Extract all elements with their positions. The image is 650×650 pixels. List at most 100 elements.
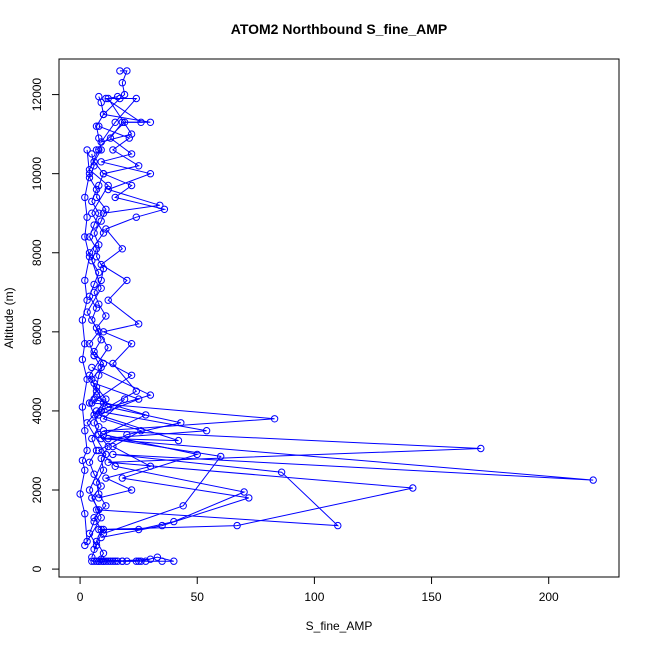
data-point	[111, 462, 119, 470]
data-point	[158, 521, 166, 530]
data-point	[97, 482, 105, 490]
data-point	[90, 419, 98, 427]
data-point	[83, 296, 91, 304]
data-point	[104, 181, 112, 190]
x-tick-label: 200	[539, 590, 559, 604]
data-point	[83, 213, 91, 221]
data-point	[95, 557, 103, 565]
data-point	[99, 525, 108, 534]
data-point	[409, 484, 417, 492]
data-point	[99, 110, 108, 119]
data-point	[127, 181, 136, 190]
data-point	[123, 67, 131, 75]
data-point	[92, 253, 101, 261]
y-tick-label: 10000	[30, 157, 44, 191]
data-point	[97, 138, 105, 146]
data-point	[156, 201, 164, 210]
data-point	[83, 537, 91, 546]
data-point	[217, 452, 225, 461]
data-point	[146, 555, 155, 563]
data-point	[92, 146, 101, 154]
data-point	[116, 67, 124, 75]
data-point	[76, 490, 84, 498]
data-point	[177, 419, 185, 427]
data-point	[137, 557, 145, 565]
data-point	[99, 427, 108, 435]
data-point	[174, 436, 183, 445]
data-point	[104, 185, 112, 194]
data-point	[85, 253, 94, 261]
data-point	[81, 510, 89, 518]
data-point	[90, 221, 98, 229]
data-point	[127, 486, 136, 494]
data-point	[116, 94, 124, 103]
data-point	[99, 399, 108, 407]
data-point	[90, 557, 98, 565]
data-point	[88, 399, 96, 407]
data-point	[85, 166, 94, 174]
data-point	[92, 541, 101, 550]
data-point	[102, 94, 110, 103]
data-point	[88, 553, 96, 561]
data-point	[95, 490, 103, 498]
data-point	[104, 403, 112, 411]
data-point	[245, 494, 253, 502]
data-point	[92, 506, 101, 514]
data-point	[137, 118, 145, 127]
data-point	[95, 209, 103, 217]
data-point	[123, 276, 131, 285]
data-point	[97, 336, 105, 344]
data-point	[81, 466, 89, 474]
data-point	[104, 434, 112, 443]
data-point	[90, 351, 98, 360]
data-point	[85, 458, 94, 466]
data-point	[99, 430, 108, 439]
data-point	[102, 205, 110, 214]
data-point	[88, 209, 96, 217]
data-point	[102, 474, 110, 482]
series-line	[96, 96, 143, 151]
data-point	[97, 434, 105, 443]
data-point	[97, 514, 105, 522]
data-point	[85, 529, 94, 538]
data-point	[97, 555, 105, 563]
data-point	[95, 494, 103, 502]
data-point	[95, 181, 103, 190]
data-point	[88, 197, 96, 206]
data-point	[109, 359, 117, 368]
data-point	[97, 146, 105, 154]
data-point	[146, 391, 155, 399]
y-tick-label: 12000	[30, 78, 44, 112]
data-point	[160, 205, 169, 214]
plot-area	[76, 67, 597, 565]
data-point	[92, 122, 101, 130]
data-point	[97, 217, 105, 225]
x-tick-label: 0	[77, 590, 84, 604]
x-tick-label: 50	[191, 590, 205, 604]
data-point	[120, 118, 129, 127]
data-point	[102, 450, 110, 459]
data-point	[99, 170, 108, 178]
data-point	[81, 340, 89, 348]
data-point	[111, 193, 119, 202]
data-point	[95, 146, 103, 154]
data-point	[132, 94, 141, 103]
data-point	[104, 442, 112, 451]
data-point	[90, 347, 98, 356]
x-tick-label: 150	[422, 590, 442, 604]
data-point	[95, 371, 103, 379]
data-point	[106, 134, 115, 142]
data-point	[118, 245, 127, 253]
data-point	[109, 450, 117, 459]
data-point	[97, 284, 105, 292]
data-point	[88, 363, 96, 372]
data-point	[146, 118, 155, 127]
data-point	[170, 557, 178, 565]
y-tick-label: 2000	[30, 476, 44, 503]
data-point	[83, 146, 91, 154]
data-point	[95, 525, 103, 534]
series-line	[79, 149, 91, 542]
data-point	[125, 134, 134, 142]
series-line	[91, 366, 594, 527]
data-point	[135, 320, 143, 328]
